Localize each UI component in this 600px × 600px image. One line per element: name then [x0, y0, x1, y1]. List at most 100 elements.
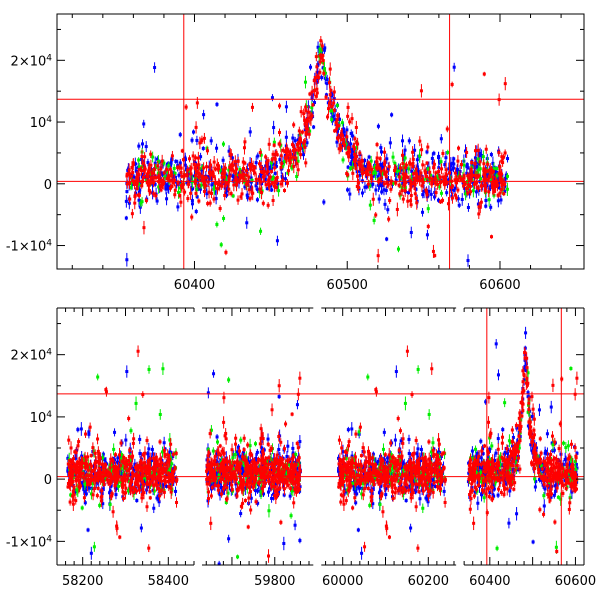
data-point — [86, 483, 90, 487]
data-point — [197, 199, 201, 203]
data-point — [386, 167, 390, 171]
data-point — [484, 199, 488, 203]
data-point — [130, 165, 134, 169]
data-point — [162, 483, 166, 487]
data-point — [443, 183, 447, 187]
data-point — [76, 460, 80, 464]
data-point — [261, 201, 265, 205]
data-point — [444, 168, 448, 172]
data-point — [342, 141, 346, 145]
data-point — [142, 466, 146, 470]
data-point — [124, 465, 128, 469]
data-point — [157, 480, 161, 484]
data-point — [413, 192, 417, 196]
data-point — [427, 189, 431, 193]
data-point — [223, 193, 227, 197]
data-point — [251, 191, 255, 195]
data-point — [288, 153, 292, 157]
data-point — [434, 171, 438, 175]
data-point — [141, 393, 145, 397]
data-point — [71, 494, 75, 498]
data-point — [68, 465, 72, 469]
data-point — [462, 174, 466, 178]
data-point — [284, 105, 288, 109]
data-point — [394, 178, 398, 182]
data-point — [153, 182, 157, 186]
data-point — [273, 171, 277, 175]
data-point — [89, 492, 93, 496]
data-point — [219, 243, 223, 247]
data-point — [441, 198, 445, 202]
x-tick-label: 58400 — [148, 574, 189, 589]
data-point — [160, 479, 164, 483]
data-point — [218, 168, 222, 172]
data-point — [149, 467, 153, 471]
data-point — [162, 181, 166, 185]
data-point — [71, 457, 75, 461]
data-point — [145, 505, 149, 509]
data-point — [267, 142, 271, 146]
data-point — [115, 526, 119, 530]
data-point — [117, 467, 121, 471]
data-point — [169, 466, 173, 470]
data-point — [141, 175, 145, 179]
data-point — [217, 180, 221, 184]
data-point — [137, 484, 141, 488]
data-point — [96, 375, 100, 379]
data-point — [69, 446, 73, 450]
data-point — [430, 177, 434, 181]
data-point — [125, 174, 129, 178]
data-point — [447, 177, 451, 181]
data-point — [495, 167, 499, 171]
data-point — [447, 167, 451, 171]
data-point — [398, 177, 402, 181]
data-point — [403, 189, 407, 193]
data-point — [503, 82, 507, 86]
data-point — [290, 143, 294, 147]
data-point — [136, 172, 140, 176]
data-point — [202, 113, 206, 117]
data-point — [202, 166, 206, 170]
data-point — [277, 142, 281, 146]
data-point — [163, 454, 167, 458]
data-point — [209, 139, 213, 143]
data-point — [163, 478, 167, 482]
data-point — [267, 167, 271, 171]
data-point — [250, 105, 254, 109]
data-point — [404, 180, 408, 184]
data-point — [380, 181, 384, 185]
data-point — [87, 430, 91, 434]
data-point — [145, 172, 149, 176]
data-point — [171, 472, 175, 476]
data-point — [220, 172, 224, 176]
data-point — [113, 458, 117, 462]
y-tick-label: -1×104 — [6, 239, 52, 255]
data-point — [434, 191, 438, 195]
data-point — [321, 53, 325, 57]
data-point — [292, 148, 296, 152]
data-point — [132, 181, 136, 185]
data-point — [127, 168, 131, 172]
data-point — [334, 121, 338, 125]
data-point — [402, 154, 406, 158]
data-point — [93, 466, 97, 470]
data-point — [375, 143, 379, 147]
data-point — [170, 184, 174, 188]
data-point — [137, 464, 141, 468]
data-point — [82, 457, 86, 461]
data-point — [154, 458, 158, 462]
data-point — [462, 184, 466, 188]
data-point — [252, 168, 256, 172]
data-point — [278, 158, 282, 162]
data-point — [172, 166, 176, 170]
data-point — [223, 171, 227, 175]
data-point — [221, 158, 225, 162]
data-point — [271, 152, 275, 156]
data-point — [90, 464, 94, 468]
data-point — [359, 164, 363, 168]
data-point — [236, 159, 240, 163]
data-point — [72, 493, 76, 497]
data-point — [396, 247, 400, 251]
data-point — [91, 482, 95, 486]
data-point — [100, 478, 104, 482]
